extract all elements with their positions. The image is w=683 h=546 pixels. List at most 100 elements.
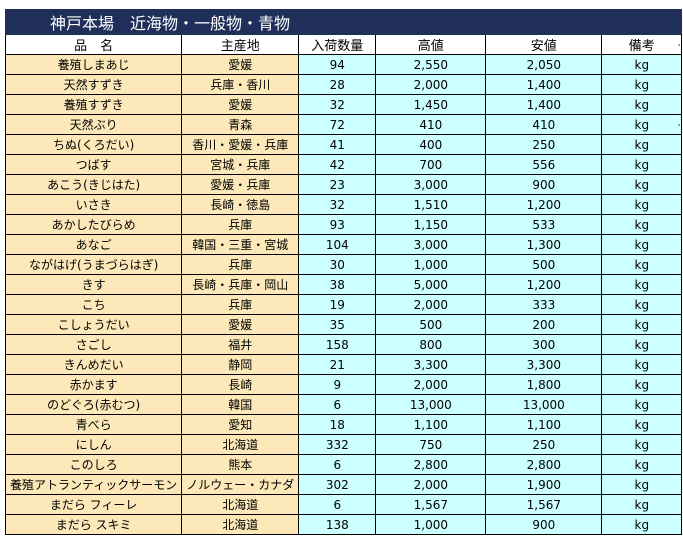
cell-name: このしろ [4, 454, 183, 475]
cell-name: こしょうだい [4, 314, 183, 335]
cell-quantity: 158 [298, 334, 377, 355]
cell-high-price: 1,567 [375, 494, 487, 515]
edge-mark: ' [678, 123, 681, 132]
cell-remarks: kg [601, 274, 683, 295]
cell-low-price: 500 [485, 254, 603, 275]
cell-name: 養殖すずき [4, 94, 183, 115]
cell-high-price: 2,000 [375, 474, 487, 495]
cell-quantity: 35 [298, 314, 377, 335]
cell-low-price: 1,400 [485, 94, 603, 115]
cell-remarks: kg [601, 474, 683, 495]
cell-quantity: 9 [298, 374, 377, 395]
title-row: 神戸本場 近海物・一般物・青物 [4, 9, 683, 35]
table-row: こしょうだい 愛媛 35 500 200 kg [4, 314, 683, 335]
cell-name: ちぬ(くろだい) [4, 134, 183, 155]
cell-remarks: kg [601, 74, 683, 95]
cell-remarks: kg [601, 154, 683, 175]
cell-name: のどぐろ(赤むつ) [4, 394, 183, 415]
cell-quantity: 104 [298, 234, 377, 255]
cell-high-price: 500 [375, 314, 487, 335]
cell-remarks: kg [601, 394, 683, 415]
cell-high-price: 1,000 [375, 514, 487, 535]
cell-remarks: kg [601, 374, 683, 395]
cell-origin: 宮城・兵庫 [181, 154, 300, 175]
cell-remarks: kg [601, 454, 683, 475]
table-row: あかしたびらめ 兵庫 93 1,150 533 kg [4, 214, 683, 235]
header-low-price: 安値 [485, 34, 603, 55]
cell-name: 青べら [4, 414, 183, 435]
cell-high-price: 1,450 [375, 94, 487, 115]
cell-high-price: 2,000 [375, 74, 487, 95]
cell-low-price: 1,567 [485, 494, 603, 515]
cell-remarks: kg [601, 434, 683, 455]
cell-remarks: kg [601, 294, 683, 315]
header-row: 品 名 主産地 入荷数量 高値 安値 備考 [4, 34, 683, 55]
cell-name: あなご [4, 234, 183, 255]
cell-quantity: 72 [298, 114, 377, 135]
cell-quantity: 6 [298, 494, 377, 515]
cell-name: まだら スキミ [4, 514, 183, 535]
cell-origin: 愛媛 [181, 94, 300, 115]
cell-name: こち [4, 294, 183, 315]
cell-high-price: 3,000 [375, 234, 487, 255]
cell-high-price: 400 [375, 134, 487, 155]
cell-low-price: 556 [485, 154, 603, 175]
cell-name: きんめだい [4, 354, 183, 375]
cell-high-price: 2,550 [375, 54, 487, 75]
cell-remarks: kg [601, 214, 683, 235]
cell-origin: 兵庫・香川 [181, 74, 300, 95]
cell-quantity: 6 [298, 394, 377, 415]
table-row: 養殖すずき 愛媛 32 1,450 1,400 kg [4, 94, 683, 115]
cell-origin: 静岡 [181, 354, 300, 375]
table-row: 青べら 愛知 18 1,100 1,100 kg [4, 414, 683, 435]
cell-remarks: kg [601, 134, 683, 155]
cell-low-price: 1,900 [485, 474, 603, 495]
cell-high-price: 700 [375, 154, 487, 175]
table-row: このしろ 熊本 6 2,800 2,800 kg [4, 454, 683, 475]
cell-low-price: 1,800 [485, 374, 603, 395]
header-origin: 主産地 [181, 34, 300, 55]
cell-quantity: 41 [298, 134, 377, 155]
table-row: あこう(きじはた) 愛媛・兵庫 23 3,000 900 kg [4, 174, 683, 195]
table-row: 赤かます 長崎 9 2,000 1,800 kg [4, 374, 683, 395]
cell-low-price: 533 [485, 214, 603, 235]
table-row: ちぬ(くろだい) 香川・愛媛・兵庫 41 400 250 kg [4, 134, 683, 155]
cell-origin: 福井 [181, 334, 300, 355]
cell-origin: 愛媛 [181, 314, 300, 335]
cell-low-price: 410 [485, 114, 603, 135]
cell-high-price: 1,100 [375, 414, 487, 435]
cell-origin: 兵庫 [181, 294, 300, 315]
table-row: のどぐろ(赤むつ) 韓国 6 13,000 13,000 kg [4, 394, 683, 415]
cell-origin: 香川・愛媛・兵庫 [181, 134, 300, 155]
cell-name: 養殖しまあじ [4, 54, 183, 75]
cell-origin: 長崎 [181, 374, 300, 395]
cell-quantity: 32 [298, 94, 377, 115]
cell-low-price: 300 [485, 334, 603, 355]
table-row: 養殖しまあじ 愛媛 94 2,550 2,050 kg [4, 54, 683, 75]
cell-origin: 青森 [181, 114, 300, 135]
cell-low-price: 1,400 [485, 74, 603, 95]
cell-quantity: 42 [298, 154, 377, 175]
cell-origin: 北海道 [181, 514, 300, 535]
cell-quantity: 138 [298, 514, 377, 535]
table-row: さごし 福井 158 800 300 kg [4, 334, 683, 355]
cell-quantity: 93 [298, 214, 377, 235]
cell-name: さごし [4, 334, 183, 355]
header-high-price: 高値 [375, 34, 487, 55]
cell-name: きす [4, 274, 183, 295]
cell-high-price: 1,510 [375, 194, 487, 215]
cell-remarks: kg [601, 414, 683, 435]
cell-origin: 愛媛・兵庫 [181, 174, 300, 195]
cell-quantity: 332 [298, 434, 377, 455]
cell-remarks: kg [601, 514, 683, 535]
edge-mark: ' [678, 43, 681, 52]
table-row: きす 長崎・兵庫・岡山 38 5,000 1,200 kg [4, 274, 683, 295]
table-title: 神戸本場 近海物・一般物・青物 [4, 9, 683, 35]
cell-low-price: 250 [485, 134, 603, 155]
header-name: 品 名 [4, 34, 183, 55]
cell-high-price: 5,000 [375, 274, 487, 295]
cell-remarks: kg [601, 54, 683, 75]
table-row: いさき 長崎・徳島 32 1,510 1,200 kg [4, 194, 683, 215]
cell-remarks: kg [601, 494, 683, 515]
cell-origin: 愛知 [181, 414, 300, 435]
